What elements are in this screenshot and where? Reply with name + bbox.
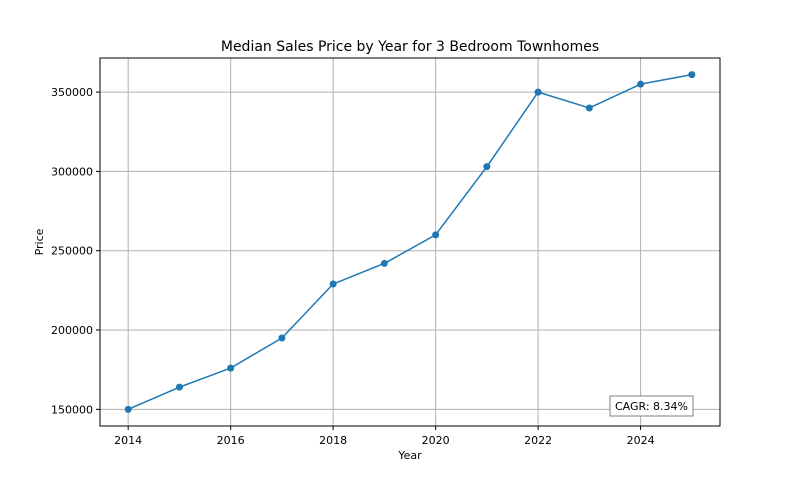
chart-title: Median Sales Price by Year for 3 Bedroom… [221, 39, 599, 55]
data-point [688, 71, 696, 79]
grid [100, 58, 720, 426]
data-point [483, 163, 491, 171]
series-layer [124, 71, 696, 413]
plot-frame [99, 57, 721, 427]
y-tick-label: 300000 [51, 165, 93, 178]
y-tick-label: 250000 [51, 245, 93, 258]
x-tick-label: 2022 [524, 434, 552, 447]
x-axis-ticks: 2014 2016 2018 2020 2022 2024 [114, 426, 655, 447]
y-axis-ticks: 150000 200000 250000 300000 350000 [51, 86, 100, 416]
series-line [127, 73, 692, 411]
cagr-annotation: CAGR: 8.34% [609, 395, 694, 417]
data-point [329, 280, 337, 288]
data-point [227, 364, 235, 372]
data-point [278, 334, 286, 342]
x-tick-label: 2018 [319, 434, 347, 447]
data-point [124, 405, 132, 413]
y-tick-label: 350000 [51, 86, 93, 99]
x-tick-label: 2024 [627, 434, 655, 447]
data-point [637, 80, 645, 88]
x-axis-label: Year [397, 449, 422, 462]
y-tick-label: 150000 [51, 403, 93, 416]
cagr-annotation-box [609, 395, 694, 417]
data-point [432, 231, 440, 239]
data-point [585, 104, 593, 112]
x-tick-label: 2020 [422, 434, 450, 447]
data-point [380, 259, 388, 267]
y-tick-label: 200000 [51, 324, 93, 337]
cagr-annotation-text: CAGR: 8.34% [615, 400, 688, 413]
y-axis-label: Price [33, 228, 46, 255]
data-point [175, 383, 183, 391]
x-tick-label: 2014 [114, 434, 142, 447]
data-point [534, 88, 542, 96]
x-tick-label: 2016 [217, 434, 245, 447]
